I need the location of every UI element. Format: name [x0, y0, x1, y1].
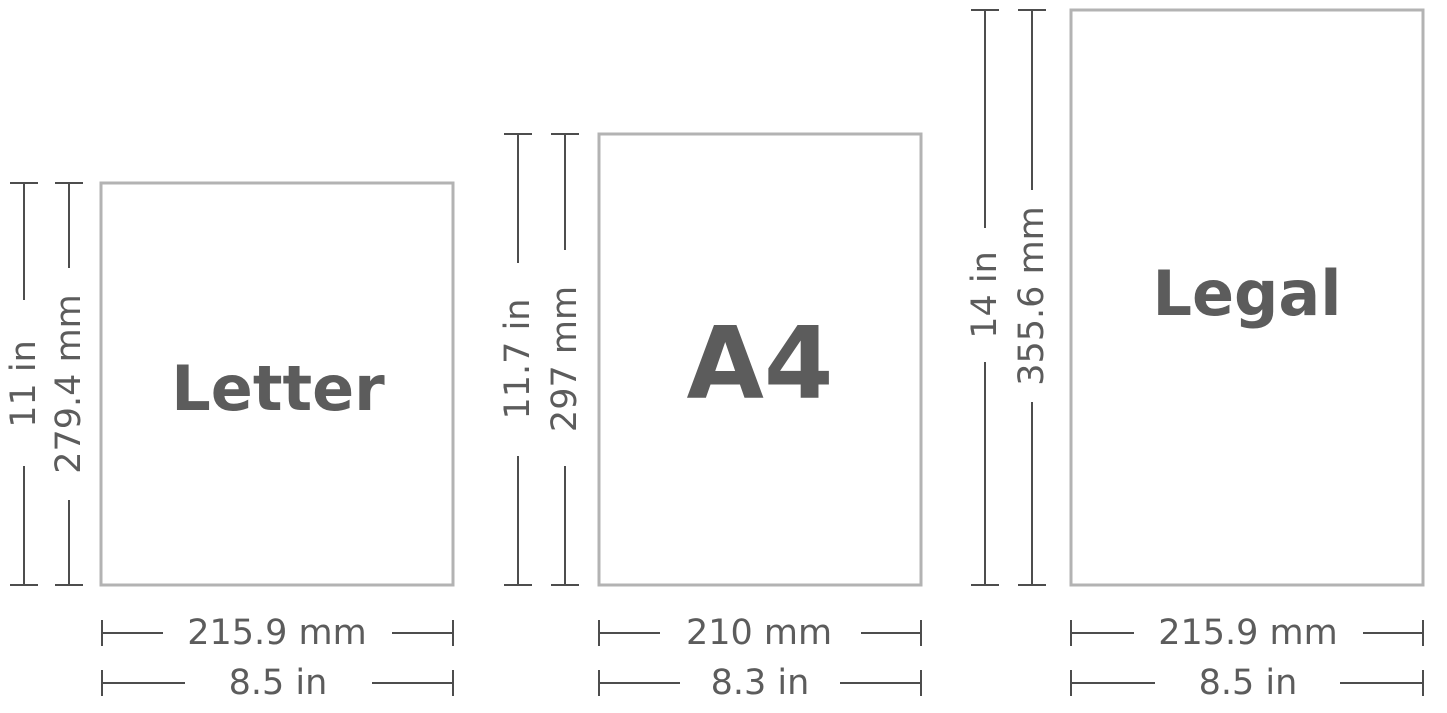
legal-height-mm-dimension: 355.6 mm: [1012, 9, 1052, 586]
legal-width-in-label: 8.5 in: [1199, 663, 1298, 703]
a4-height-in-label: 11.7 in: [498, 299, 538, 420]
a4-width-in-label: 8.3 in: [711, 663, 810, 703]
paper-legal: Legal 14 in 355.6 mm 215.9 mm: [965, 8, 1425, 703]
letter-width-in-dimension: 8.5 in: [101, 663, 454, 703]
letter-height-mm-label: 279.4 mm: [49, 294, 89, 474]
a4-width-mm-label: 210 mm: [686, 613, 832, 653]
a4-name: A4: [687, 305, 834, 422]
letter-sheet: [99, 181, 455, 587]
letter-height-in-label: 11 in: [4, 340, 44, 428]
a4-width-mm-dimension: 210 mm: [598, 613, 922, 653]
legal-width-mm-dimension: 215.9 mm: [1070, 613, 1424, 653]
legal-height-mm-label: 355.6 mm: [1012, 206, 1052, 386]
legal-name: Legal: [1152, 257, 1341, 330]
a4-height-mm-label: 297 mm: [545, 286, 585, 432]
a4-width-in-dimension: 8.3 in: [598, 663, 922, 703]
legal-width-mm-label: 215.9 mm: [1158, 613, 1338, 653]
a4-height-mm-dimension: 297 mm: [545, 133, 585, 586]
a4-height-in-dimension: 11.7 in: [498, 133, 538, 586]
a4-sheet: [597, 132, 923, 587]
paper-a4: A4 11.7 in 297 mm 210 mm: [498, 132, 923, 703]
legal-height-in-label: 14 in: [965, 251, 1005, 339]
letter-width-mm-dimension: 215.9 mm: [101, 613, 454, 653]
letter-width-in-label: 8.5 in: [229, 663, 328, 703]
legal-sheet: [1069, 8, 1425, 587]
letter-width-mm-label: 215.9 mm: [187, 613, 367, 653]
legal-width-in-dimension: 8.5 in: [1070, 663, 1424, 703]
paper-letter: Letter 11 in 279.4 mm 215.9 mm: [4, 181, 455, 703]
letter-height-mm-dimension: 279.4 mm: [49, 182, 89, 586]
letter-name: Letter: [171, 352, 385, 425]
letter-height-in-dimension: 11 in: [4, 182, 44, 586]
legal-height-in-dimension: 14 in: [965, 9, 1005, 586]
